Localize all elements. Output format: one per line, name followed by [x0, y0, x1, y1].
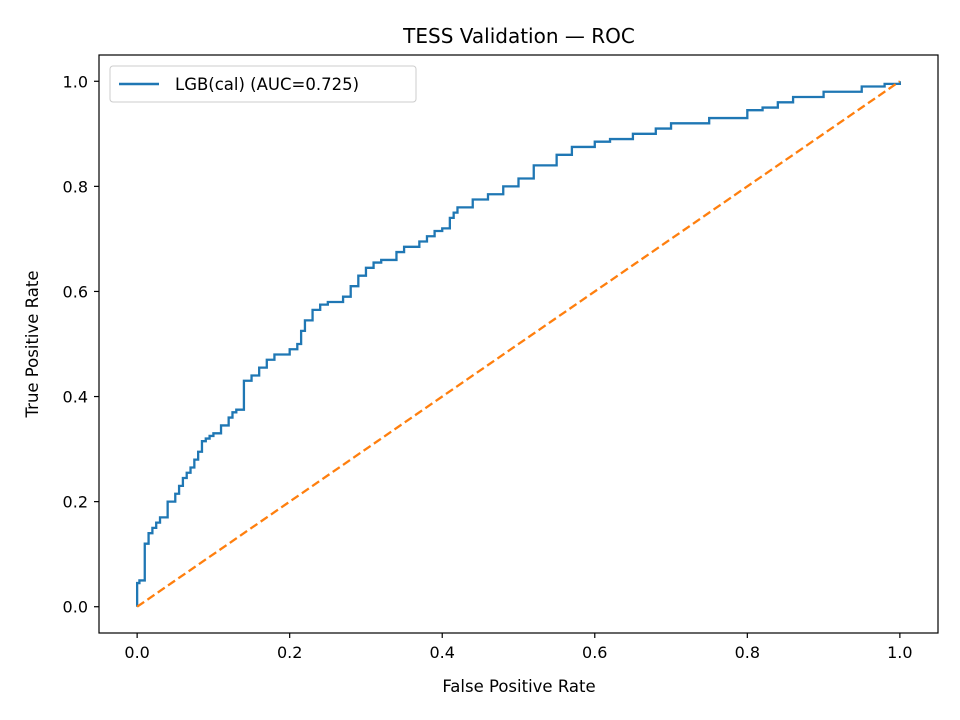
legend-box: [109, 65, 417, 103]
legend-label-lgb: LGB(cal) (AUC=0.725): [175, 75, 359, 94]
series-layer: [135, 80, 902, 608]
x-tick-label: 0.8: [735, 643, 760, 662]
y-tick-label: 0.6: [63, 282, 88, 301]
y-tick-label: 0.8: [63, 177, 88, 196]
chart-title: TESS Validation — ROC: [402, 24, 635, 48]
x-tick-label: 0.2: [277, 643, 302, 662]
x-axis-label: False Positive Rate: [442, 677, 595, 696]
plot-area: [98, 54, 939, 634]
x-axis-ticks: 0.0 0.2 0.4 0.6 0.8 1.0: [124, 633, 913, 662]
x-tick-label: 0.0: [124, 643, 149, 662]
roc-curve-lgb: [135, 81, 902, 607]
chance-diagonal-line: [136, 80, 901, 608]
y-tick-label: 0.0: [63, 598, 88, 617]
plot-frame: [98, 54, 939, 634]
x-tick-label: 0.6: [582, 643, 607, 662]
legend: LGB(cal) (AUC=0.725): [109, 65, 417, 103]
y-tick-label: 1.0: [63, 72, 88, 91]
y-tick-label: 0.2: [63, 493, 88, 512]
x-tick-label: 0.4: [430, 643, 455, 662]
x-tick-label: 1.0: [887, 643, 912, 662]
y-axis-label: True Positive Rate: [23, 271, 42, 419]
y-tick-label: 0.4: [63, 388, 88, 407]
y-axis-ticks: 0.0 0.2 0.4 0.6 0.8 1.0: [63, 72, 99, 617]
